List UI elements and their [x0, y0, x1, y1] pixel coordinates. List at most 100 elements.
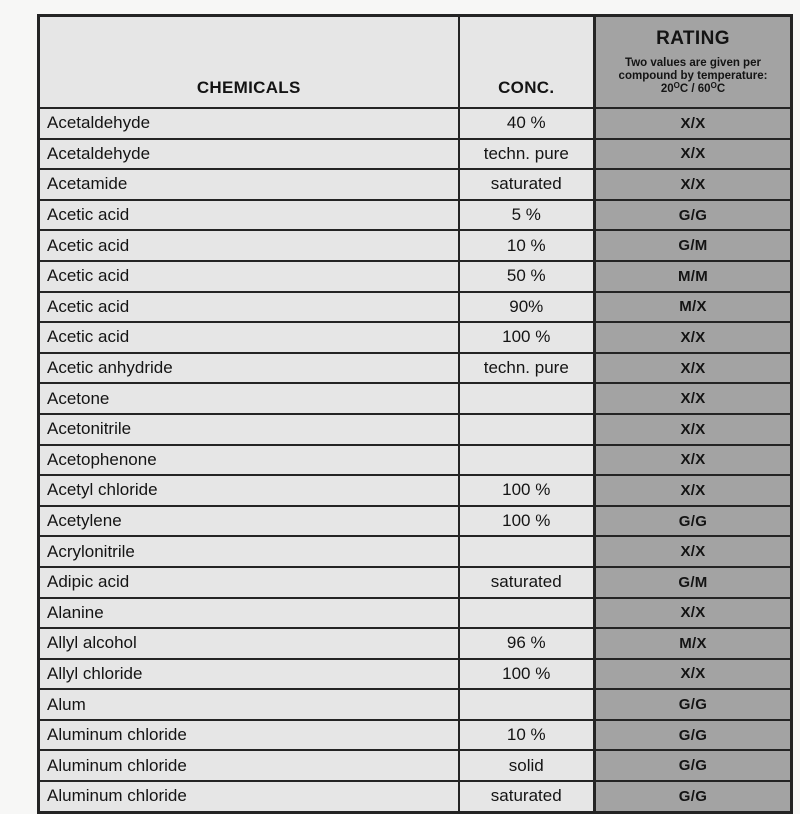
conc-cell: saturated — [457, 780, 596, 814]
rating-note-line2: compound by temperature: — [618, 69, 768, 82]
rating-cell: X/X — [593, 107, 793, 140]
chemical-cell: Acetic acid — [37, 259, 460, 293]
rating-cell: X/X — [593, 443, 793, 477]
chemical-cell: Allyl chloride — [37, 657, 460, 691]
conc-cell — [457, 688, 596, 721]
table-row: Allyl alcohol 96 % M/X — [37, 627, 793, 660]
conc-cell — [457, 412, 596, 446]
rating-cell: X/X — [593, 382, 793, 415]
table-row: Acetonitrile X/X — [37, 412, 793, 446]
rating-header-label: RATING — [656, 27, 730, 49]
chemical-cell: Acetic acid — [37, 229, 460, 262]
conc-cell: 10 % — [457, 718, 596, 752]
table-row: Aluminum chloride solid G/G — [37, 749, 793, 783]
table-row: Acetic anhydride techn. pure X/X — [37, 351, 793, 385]
conc-cell: 100 % — [457, 504, 596, 538]
table-row: Acetic acid 90% M/X — [37, 290, 793, 324]
conc-cell: techn. pure — [457, 137, 596, 171]
conc-cell — [457, 596, 596, 630]
chemical-cell: Alanine — [37, 596, 460, 630]
chemical-cell: Acetonitrile — [37, 412, 460, 446]
chemical-cell: Acetic anhydride — [37, 351, 460, 385]
table-row: Adipic acid saturated G/M — [37, 565, 793, 599]
rating-cell: G/G — [593, 718, 793, 752]
chemical-cell: Acetic acid — [37, 290, 460, 324]
rating-cell: G/M — [593, 565, 793, 599]
rating-cell: X/X — [593, 474, 793, 507]
table-row: Acrylonitrile X/X — [37, 535, 793, 568]
conc-cell — [457, 443, 596, 477]
conc-cell: solid — [457, 749, 596, 783]
table-body: Acetaldehyde 40 % X/X Acetaldehyde techn… — [37, 107, 793, 814]
conc-cell — [457, 382, 596, 415]
conc-cell: 96 % — [457, 627, 596, 660]
table-row: Alum G/G — [37, 688, 793, 721]
degree-sup-2: O — [710, 80, 717, 90]
rating-cell: M/X — [593, 290, 793, 324]
table-row: Aluminum chloride saturated G/G — [37, 780, 793, 814]
chemical-cell: Allyl alcohol — [37, 627, 460, 660]
conc-cell: 50 % — [457, 259, 596, 293]
conc-cell: 100 % — [457, 657, 596, 691]
rating-cell: X/X — [593, 657, 793, 691]
document-page: CHEMICALS CONC. RATING Two values are gi… — [37, 14, 793, 814]
temp-20: 20 — [660, 82, 674, 95]
rating-cell: G/G — [593, 504, 793, 538]
rating-column-header: RATING Two values are given per compound… — [593, 14, 793, 109]
chemical-rating-table: CHEMICALS CONC. RATING Two values are gi… — [37, 14, 793, 814]
conc-cell: 10 % — [457, 229, 596, 262]
rating-cell: G/G — [593, 198, 793, 232]
rating-temperature-line: 20OC / 60OC — [660, 80, 725, 95]
conc-header-label: CONC. — [498, 78, 555, 97]
table-row: Acetone X/X — [37, 382, 793, 415]
conc-cell — [457, 535, 596, 568]
chemical-cell: Aluminum chloride — [37, 718, 460, 752]
chemical-cell: Acetylene — [37, 504, 460, 538]
rating-cell: G/G — [593, 749, 793, 783]
rating-cell: M/M — [593, 259, 793, 293]
conc-cell: techn. pure — [457, 351, 596, 385]
conc-cell: 40 % — [457, 107, 596, 140]
conc-cell: 100 % — [457, 474, 596, 507]
table-row: Acetyl chloride 100 % X/X — [37, 474, 793, 507]
chemical-cell: Acetic acid — [37, 321, 460, 354]
header-row: CHEMICALS CONC. RATING Two values are gi… — [37, 14, 793, 109]
table-row: Acetic acid 50 % M/M — [37, 259, 793, 293]
table-row: Acetophenone X/X — [37, 443, 793, 477]
temp-mid: C / 60 — [679, 82, 711, 95]
chemical-cell: Acetone — [37, 382, 460, 415]
rating-cell: X/X — [593, 321, 793, 354]
rating-cell: G/M — [593, 229, 793, 262]
conc-column-header: CONC. — [457, 14, 596, 109]
rating-cell: X/X — [593, 535, 793, 568]
rating-cell: G/G — [593, 688, 793, 721]
chemical-cell: Acetic acid — [37, 198, 460, 232]
table-row: Aluminum chloride 10 % G/G — [37, 718, 793, 752]
rating-cell: X/X — [593, 596, 793, 630]
table-row: Acetic acid 10 % G/M — [37, 229, 793, 262]
conc-cell: saturated — [457, 168, 596, 201]
table-row: Acetylene 100 % G/G — [37, 504, 793, 538]
rating-cell: X/X — [593, 137, 793, 171]
conc-cell: 90% — [457, 290, 596, 324]
conc-cell: 100 % — [457, 321, 596, 354]
table-row: Acetaldehyde 40 % X/X — [37, 107, 793, 140]
chemical-cell: Aluminum chloride — [37, 749, 460, 783]
degree-sup-1: O — [673, 80, 680, 90]
chemical-cell: Aluminum chloride — [37, 780, 460, 814]
chemical-cell: Acetyl chloride — [37, 474, 460, 507]
rating-header-note: Two values are given per compound by tem… — [598, 57, 788, 96]
conc-cell: 5 % — [457, 198, 596, 232]
rating-cell: X/X — [593, 168, 793, 201]
rating-cell: G/G — [593, 780, 793, 814]
chemical-cell: Adipic acid — [37, 565, 460, 599]
table-row: Acetic acid 5 % G/G — [37, 198, 793, 232]
chemical-cell: Acetaldehyde — [37, 107, 460, 140]
chemical-cell: Alum — [37, 688, 460, 721]
chemical-cell: Acetaldehyde — [37, 137, 460, 171]
rating-cell: X/X — [593, 412, 793, 446]
rating-cell: M/X — [593, 627, 793, 660]
rating-note-line1: Two values are given per — [625, 56, 761, 69]
chemicals-header-label: CHEMICALS — [196, 78, 301, 97]
conc-cell: saturated — [457, 565, 596, 599]
